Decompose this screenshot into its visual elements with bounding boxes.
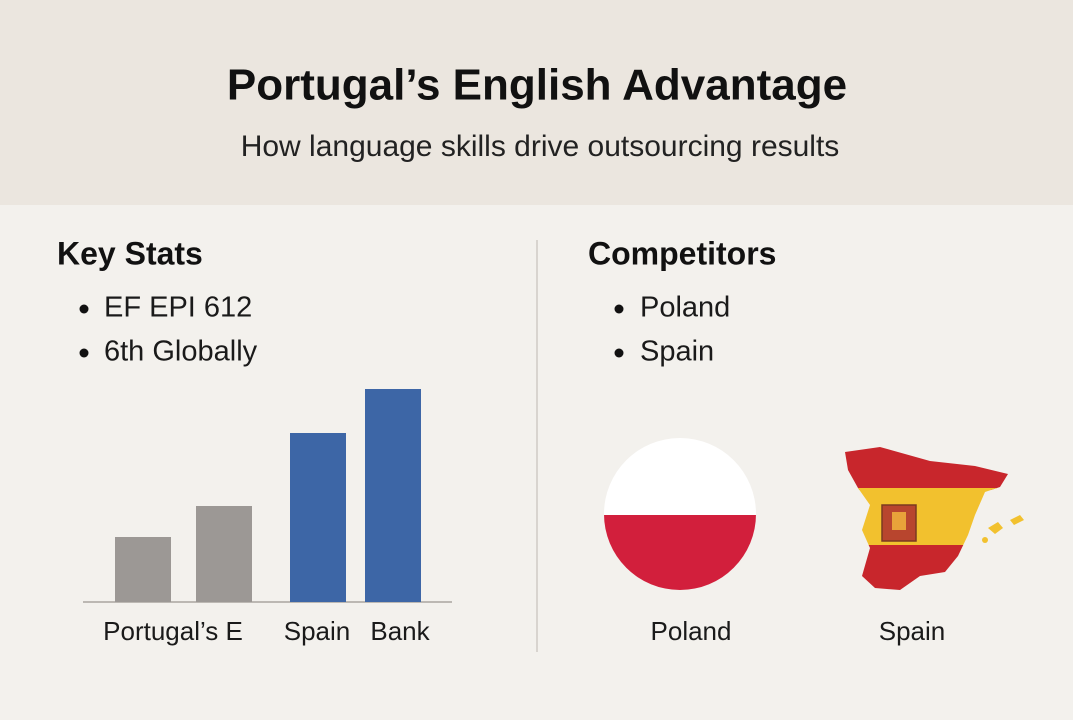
title: Portugal’s English Advantage	[227, 61, 847, 110]
bullet	[614, 348, 624, 358]
x-tick-label: Bank	[370, 616, 430, 646]
poland-flag	[604, 438, 756, 590]
header-band	[0, 0, 1073, 205]
bullet	[79, 348, 89, 358]
flag-label: Poland	[651, 616, 732, 646]
x-tick-label: Spain	[284, 616, 351, 646]
stat-item: EF EPI 612	[104, 292, 252, 324]
bar	[290, 433, 346, 602]
bar	[196, 506, 252, 602]
x-tick-label: Portugal’s E	[103, 616, 243, 646]
section-heading: Competitors	[588, 235, 776, 271]
spain-map	[845, 447, 1024, 590]
stat-item: 6th Globally	[104, 336, 258, 368]
bullet	[614, 304, 624, 314]
bullet	[79, 304, 89, 314]
flag-label: Spain	[879, 616, 946, 646]
bar	[115, 537, 171, 602]
section-heading: Key Stats	[57, 235, 203, 271]
subtitle: How language skills drive outsourcing re…	[241, 130, 840, 163]
competitor-item: Spain	[640, 336, 714, 368]
bar	[365, 389, 421, 602]
competitor-item: Poland	[640, 292, 730, 324]
